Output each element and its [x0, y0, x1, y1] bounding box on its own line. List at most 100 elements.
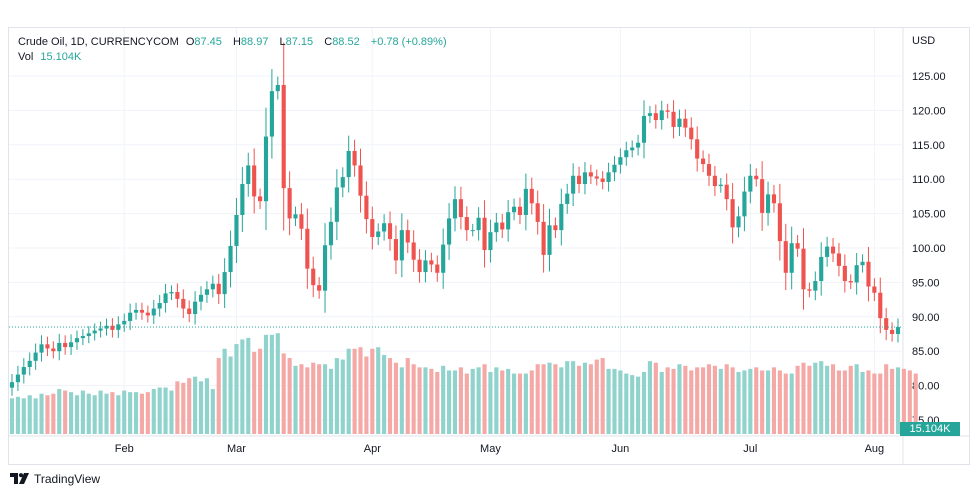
y-tick-label: 95.00	[912, 277, 940, 289]
volume-bar	[110, 392, 115, 434]
volume-bar	[878, 373, 883, 434]
candle-body	[476, 217, 481, 231]
candle-body	[571, 175, 576, 194]
candle-body	[210, 283, 215, 290]
volume-bar	[222, 348, 227, 434]
candle-body	[435, 264, 440, 273]
price-legend: Crude Oil, 1D, CURRENCYCOM O87.45 H88.97…	[18, 35, 451, 50]
volume-bar	[240, 339, 245, 434]
open-value: 87.45	[194, 36, 222, 48]
candle-body	[116, 324, 121, 330]
volume-bar	[447, 370, 452, 434]
volume-bar	[754, 367, 759, 434]
volume-bar	[783, 373, 788, 434]
volume-bar	[204, 378, 209, 434]
volume-bar	[74, 395, 80, 434]
candle-body	[98, 328, 103, 331]
candle-body	[240, 184, 245, 215]
volume-bar	[228, 356, 233, 434]
volume-bar	[9, 398, 15, 434]
candle-body	[517, 206, 523, 215]
volume-bar	[624, 373, 629, 434]
candle-body	[890, 329, 895, 334]
volume-bar	[600, 358, 605, 434]
candle-body	[258, 196, 263, 202]
candle-body	[765, 194, 771, 213]
candle-body	[311, 268, 316, 286]
volume-bar	[825, 365, 830, 434]
volume-bar	[151, 389, 156, 434]
volume-bar	[511, 373, 517, 434]
volume-bar	[612, 368, 617, 434]
volume-bar	[748, 368, 753, 434]
candle-body	[789, 243, 794, 273]
candle-body	[293, 214, 298, 219]
candle-body	[636, 142, 641, 148]
volume-bar	[346, 348, 351, 434]
volume-bar	[647, 361, 652, 434]
volume-bar	[411, 364, 416, 434]
volume-bar	[689, 370, 694, 434]
volume-bar	[441, 365, 446, 434]
volume-bar	[771, 367, 777, 434]
candle-body	[724, 184, 729, 200]
candle-body	[777, 203, 782, 242]
volume-bar	[848, 365, 853, 434]
candle-body	[807, 289, 812, 291]
volume-bar	[340, 359, 345, 434]
candle-body	[447, 218, 452, 245]
volume-bar	[145, 392, 150, 434]
volume-bar	[659, 372, 664, 434]
volume-bar	[311, 362, 316, 434]
volume-bar	[606, 368, 611, 434]
volume-bar	[163, 387, 168, 434]
candle-body	[269, 91, 274, 137]
volume-bar	[128, 392, 133, 434]
volume-bar	[305, 367, 310, 434]
candle-body	[553, 225, 558, 231]
volume-bar	[594, 359, 599, 434]
volume-bar	[559, 367, 564, 434]
candle-body	[683, 118, 688, 128]
candle-body	[730, 199, 735, 228]
candle-body	[866, 261, 871, 287]
candle-body	[252, 165, 257, 197]
candle-body	[630, 147, 635, 151]
volume-bar	[718, 368, 723, 434]
tradingview-logo[interactable]: TradingView	[10, 472, 100, 486]
volume-bar	[913, 373, 918, 434]
candle-body	[612, 164, 617, 173]
volume-bar	[506, 368, 511, 434]
candle-body	[559, 203, 564, 231]
volume-bar	[269, 334, 274, 434]
y-tick-label: 110.00	[912, 174, 945, 186]
candle-body	[565, 193, 570, 204]
candle-body	[317, 285, 322, 291]
y-tick-label: 100.00	[912, 243, 946, 255]
volume-bar	[27, 395, 32, 434]
candle-body	[163, 293, 168, 304]
candle-body	[246, 165, 251, 185]
volume-bar	[630, 375, 635, 434]
candle-body	[110, 325, 115, 330]
volume-bar	[553, 364, 558, 434]
volume-bar	[234, 344, 239, 434]
candle-body	[364, 195, 369, 220]
candle-body	[429, 260, 434, 265]
volume-bar	[45, 395, 50, 434]
candle-body	[712, 175, 717, 187]
x-tick-label: Jun	[612, 443, 630, 455]
candle-body	[665, 110, 670, 112]
tradingview-icon	[10, 473, 29, 484]
candle-body	[128, 312, 133, 321]
volume-bar	[765, 370, 771, 434]
candle-body	[86, 333, 91, 337]
volume-label: Vol	[18, 51, 34, 63]
candle-body	[689, 127, 694, 140]
y-tick-label: 105.00	[912, 209, 946, 221]
volume-bar	[352, 348, 357, 434]
volume-bar	[370, 348, 375, 434]
volume-bar	[890, 368, 895, 434]
volume-bar	[116, 395, 121, 434]
